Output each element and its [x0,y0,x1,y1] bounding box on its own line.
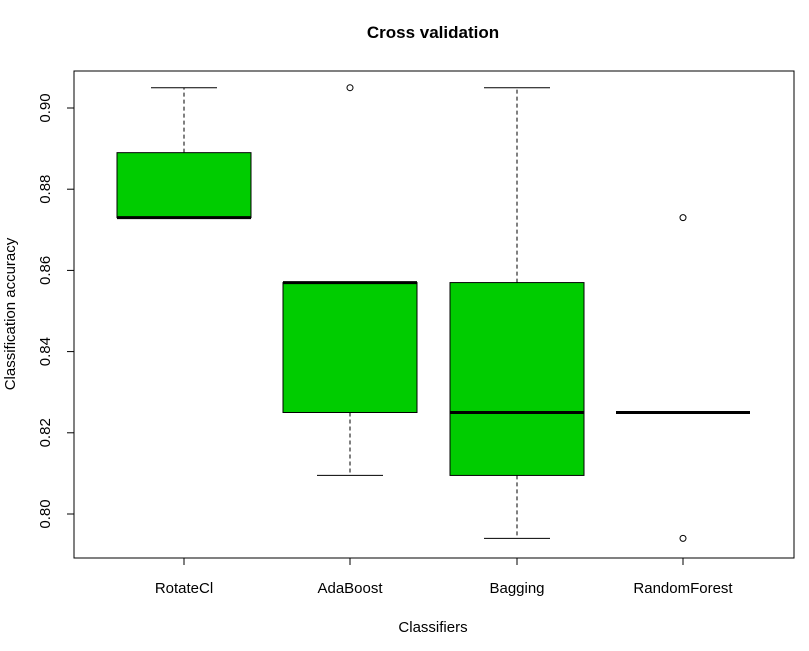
y-tick-label: 0.82 [37,418,54,447]
box-adaboost [282,84,418,476]
y-tick-label: 0.80 [37,499,54,528]
y-axis: 0.80 0.82 0.84 0.86 0.88 0.90 [37,93,74,529]
y-tick-label: 0.88 [37,175,54,204]
box-rotatecl [116,87,252,220]
x-tick-label: RandomForest [633,580,733,597]
box-body [282,282,418,413]
box-bagging [449,87,585,539]
x-tick-label: Bagging [489,580,544,597]
box-randomforest [616,214,750,542]
y-tick-label: 0.86 [37,256,54,285]
outlier-point [679,214,687,222]
x-tick-label: AdaBoost [317,580,383,597]
y-tick-label: 0.84 [37,337,54,366]
x-axis-label: Classifiers [398,619,467,636]
outlier-point [346,84,354,92]
plot-frame [73,70,795,559]
box-body [116,152,252,219]
x-tick-label: RotateCl [155,580,213,597]
y-tick-label: 0.90 [37,93,54,122]
boxes-group [116,84,750,542]
box-body [449,282,585,476]
y-axis-label: Classification accuracy [2,237,19,390]
x-axis: RotateCl AdaBoost Bagging RandomForest [155,558,733,597]
outlier-point [679,534,687,542]
chart-title: Cross validation [367,23,499,42]
